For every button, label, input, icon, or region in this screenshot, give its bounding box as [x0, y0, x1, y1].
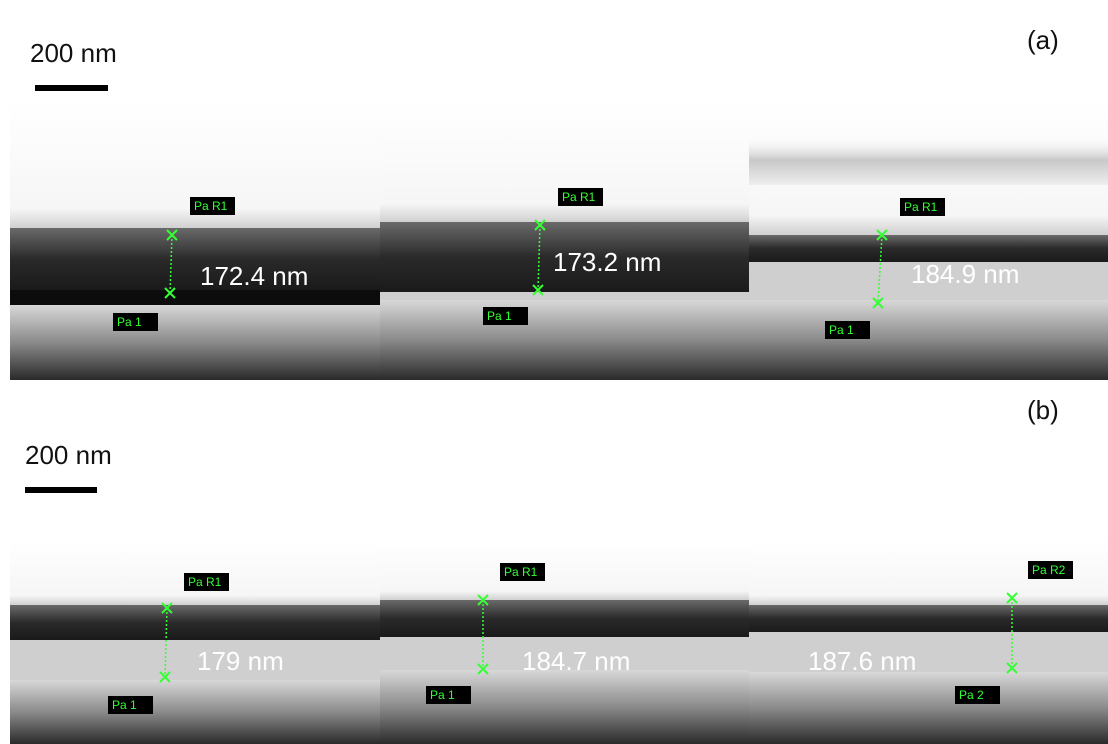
marker-tag-box [558, 188, 603, 206]
marker-tag: Pa R1 [194, 199, 228, 213]
marker-tag: Pa R1 [188, 575, 222, 589]
thickness-measurement: 172.4 nm [200, 261, 308, 291]
marker-cross [159, 671, 171, 683]
measure-line [169, 234, 173, 294]
film-layer [749, 605, 1108, 632]
measure-line [877, 234, 883, 304]
interface [10, 290, 380, 305]
panel-label: (b) [1027, 395, 1059, 425]
scale-label: 200 nm [25, 440, 112, 470]
marker-tag-box [825, 321, 870, 339]
blur [749, 135, 1108, 185]
marker-tag-box [190, 197, 235, 215]
interface [10, 640, 380, 680]
panel-label: (a) [1027, 25, 1059, 55]
marker-tag: Pa R2 [1032, 563, 1066, 577]
film-layer [749, 235, 1108, 262]
thickness-measurement: 184.9 nm [911, 259, 1019, 289]
substrate [10, 680, 380, 744]
marker-tag-box [184, 573, 229, 591]
marker-cross [532, 284, 544, 296]
interface [380, 637, 749, 670]
marker-tag-box [900, 198, 945, 216]
marker-tag-box [1028, 561, 1073, 579]
marker-tag-box [426, 686, 471, 704]
marker-tag: Pa 2 [959, 688, 984, 702]
marker-cross [1006, 662, 1018, 674]
film-layer [10, 605, 380, 640]
marker-cross [534, 219, 546, 231]
substrate [749, 300, 1108, 380]
film-layer [380, 600, 749, 637]
sem-image: Pa R2 Pa 2 187.6 nm [749, 540, 1108, 744]
marker-tag: Pa 1 [829, 323, 854, 337]
marker-cross [477, 663, 489, 675]
marker-cross [1006, 592, 1018, 604]
interface [380, 292, 749, 300]
sem-image: Pa R1 Pa 1 172.4 nm [10, 100, 380, 380]
marker-tag: Pa R1 [504, 565, 538, 579]
film-layer [10, 228, 380, 290]
interface [749, 632, 1108, 672]
substrate [380, 300, 749, 380]
marker-tag: Pa 1 [112, 698, 137, 712]
marker-tag-box [955, 686, 1000, 704]
marker-tag: Pa 1 [430, 688, 455, 702]
marker-cross [872, 297, 884, 309]
substrate [380, 670, 749, 744]
scale-bar [25, 487, 97, 493]
sem-image: Pa R1 Pa 1 184.7 nm [380, 540, 749, 744]
thickness-measurement: 173.2 nm [553, 247, 661, 277]
marker-cross [876, 229, 888, 241]
marker-tag-box [483, 307, 528, 325]
film-layer [380, 222, 749, 292]
measure-line [164, 607, 168, 678]
marker-tag-box [108, 696, 153, 714]
marker-cross [166, 229, 178, 241]
marker-tag-box [113, 313, 158, 331]
marker-cross [477, 594, 489, 606]
marker-cross [161, 602, 173, 614]
substrate [10, 305, 380, 380]
marker-tag: Pa 1 [117, 315, 142, 329]
marker-tag-box [500, 563, 545, 581]
background [380, 540, 749, 600]
marker-tag: Pa R1 [562, 190, 596, 204]
scale-label: 200 nm [30, 38, 117, 68]
sem-image: Pa R1 Pa 1 173.2 nm [380, 100, 749, 380]
marker-tag: Pa R1 [904, 200, 938, 214]
sem-image: Pa R1 Pa 1 184.9 nm [749, 100, 1108, 380]
measure-line [537, 224, 541, 291]
substrate [749, 672, 1108, 744]
thickness-measurement: 187.6 nm [808, 646, 916, 676]
scale-bar [35, 85, 108, 91]
marker-tag: Pa 1 [487, 309, 512, 323]
marker-cross [164, 287, 176, 299]
interface [749, 262, 1108, 300]
sem-image: Pa R1 Pa 1 179 nm [10, 540, 380, 744]
thickness-measurement: 179 nm [197, 646, 284, 676]
background [10, 540, 380, 605]
thickness-measurement: 184.7 nm [522, 646, 630, 676]
